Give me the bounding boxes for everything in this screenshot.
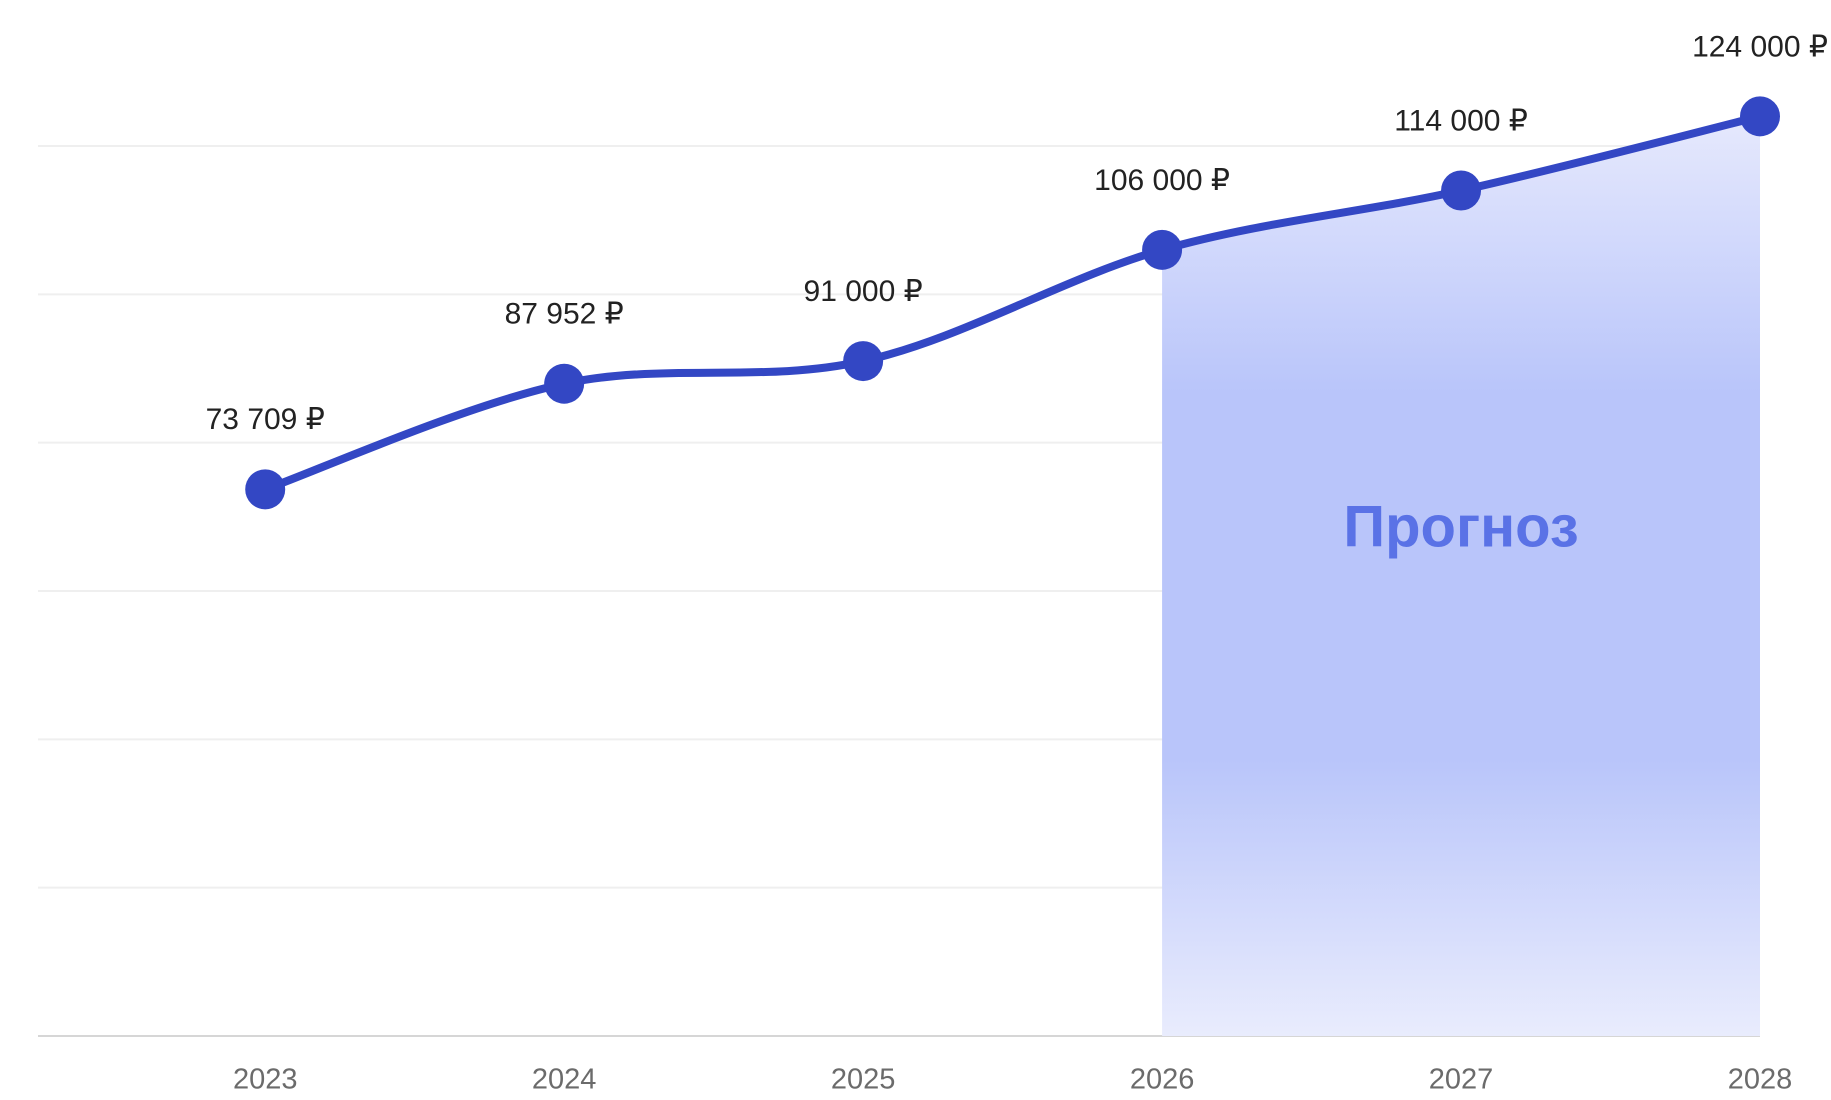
value-label: 87 952 ₽ xyxy=(505,298,624,331)
point xyxy=(843,341,884,382)
value-label: 124 000 ₽ xyxy=(1692,30,1828,63)
value-label: 114 000 ₽ xyxy=(1394,104,1528,137)
forecast-label: Прогноз xyxy=(1343,494,1578,559)
line xyxy=(261,112,1764,494)
value-label: 73 709 ₽ xyxy=(206,403,325,436)
x-tick-label: 2028 xyxy=(1728,1064,1793,1096)
x-tick-label: 2024 xyxy=(532,1064,597,1096)
point xyxy=(1740,96,1780,137)
forecast-area xyxy=(1162,116,1760,1037)
point xyxy=(1142,229,1183,270)
value-label: 106 000 ₽ xyxy=(1094,164,1230,197)
point xyxy=(1441,170,1482,211)
point xyxy=(544,363,585,404)
x-tick-label: 2025 xyxy=(831,1064,896,1096)
x-tick-label: 2026 xyxy=(1130,1064,1195,1096)
value-label: 91 000 ₽ xyxy=(804,275,923,308)
x-tick-label: 2027 xyxy=(1429,1064,1494,1096)
x-tick-label: 2023 xyxy=(233,1064,298,1096)
point xyxy=(245,469,286,510)
